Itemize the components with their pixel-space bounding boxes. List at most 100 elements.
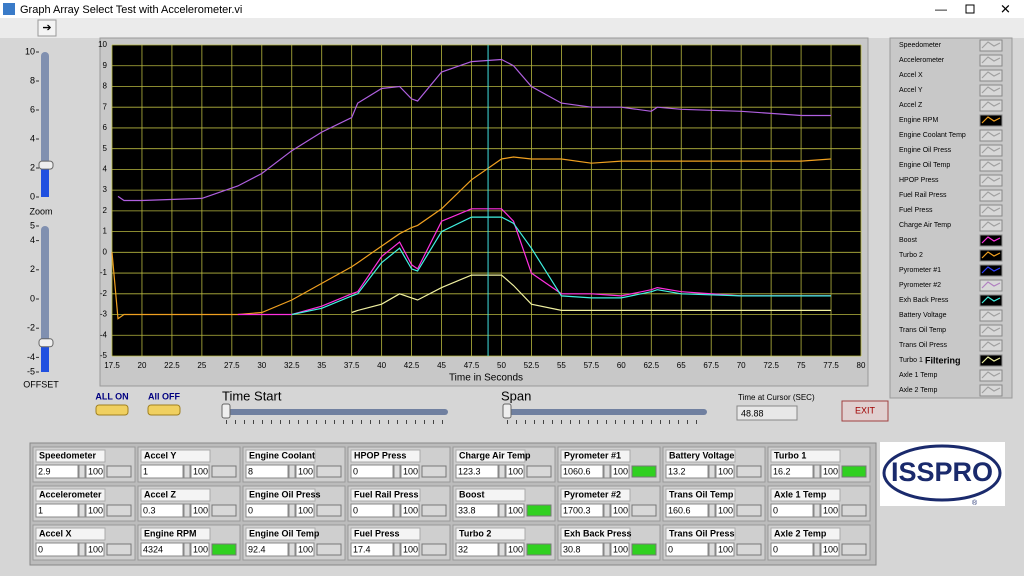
legend-line: [981, 191, 1001, 199]
gauge-spinner[interactable]: [813, 542, 821, 557]
gauge-spinner[interactable]: [603, 464, 611, 479]
gauge-value: 92.4: [248, 544, 266, 554]
gauge-spinner[interactable]: [288, 542, 296, 557]
legend-swatch[interactable]: [979, 339, 1003, 352]
maximize[interactable]: [965, 4, 975, 14]
legend-label: Accel Z: [899, 102, 923, 109]
legend-swatch[interactable]: [979, 234, 1003, 247]
x-tick-label: 67.5: [703, 361, 719, 370]
legend-swatch[interactable]: [979, 309, 1003, 322]
legend-swatch[interactable]: [979, 114, 1003, 127]
legend-swatch[interactable]: [979, 294, 1003, 307]
gauge-limit-box: [400, 503, 420, 518]
gauge-value-box: [350, 464, 394, 479]
gauge-spinner[interactable]: [183, 464, 191, 479]
gauge-spinner[interactable]: [603, 542, 611, 557]
gauge-spinner[interactable]: [708, 542, 716, 557]
x-tick-label: 40: [377, 361, 386, 370]
legend-swatch[interactable]: [979, 324, 1003, 337]
legend-swatch[interactable]: [979, 69, 1003, 82]
legend-swatch[interactable]: [979, 204, 1003, 217]
gauge-spinner[interactable]: [183, 503, 191, 518]
all-on-button[interactable]: [95, 404, 129, 416]
gauge-value-box: [770, 503, 814, 518]
all-off-button[interactable]: [147, 404, 181, 416]
gauge-spinner[interactable]: [498, 464, 506, 479]
series-line: [117, 58, 831, 202]
x-tick-label: 80: [857, 361, 866, 370]
offset-tick-label: 0: [30, 293, 35, 303]
legend-swatch[interactable]: [979, 99, 1003, 112]
gauge-limit: 100: [508, 544, 523, 554]
gauge-limit: 100: [718, 505, 733, 515]
span-thumb[interactable]: [502, 403, 512, 419]
legend-swatch[interactable]: [979, 174, 1003, 187]
legend-swatch[interactable]: [979, 39, 1003, 52]
exit-button[interactable]: [841, 400, 889, 422]
y-tick-label: -4: [100, 330, 108, 339]
gauge-spinner[interactable]: [288, 503, 296, 518]
legend-line: [981, 356, 1001, 364]
gauge-spinner[interactable]: [78, 542, 86, 557]
gauge-value-box: [140, 503, 184, 518]
gauge-spinner[interactable]: [498, 503, 506, 518]
legend-swatch[interactable]: [979, 54, 1003, 67]
legend-swatch[interactable]: [979, 159, 1003, 172]
legend-swatch[interactable]: [979, 219, 1003, 232]
gauge-name: Speedometer: [39, 450, 97, 460]
gauge-value-box: [560, 503, 604, 518]
gauge-spinner[interactable]: [813, 503, 821, 518]
time-start-thumb[interactable]: [221, 403, 231, 419]
legend-swatch[interactable]: [979, 279, 1003, 292]
gauge-value: 8: [248, 466, 253, 476]
gauge-name-box: [140, 488, 211, 502]
gauge-spinner[interactable]: [393, 542, 401, 557]
y-tick-label: -3: [100, 310, 108, 319]
legend-swatch[interactable]: [979, 264, 1003, 277]
cursor-value: 48.88: [741, 408, 764, 418]
legend-swatch[interactable]: [979, 369, 1003, 382]
legend-swatch[interactable]: [979, 354, 1003, 367]
gauge-spinner[interactable]: [708, 464, 716, 479]
legend-label: Axle 1 Temp: [899, 372, 937, 379]
legend-swatch[interactable]: [979, 144, 1003, 157]
gauge-spinner[interactable]: [498, 542, 506, 557]
legend-panel: [889, 37, 1013, 399]
gauge-spinner[interactable]: [603, 503, 611, 518]
gauge-value: 160.6: [668, 505, 691, 515]
legend-swatch[interactable]: [979, 189, 1003, 202]
x-tick-label: 52.5: [524, 361, 540, 370]
gauge-name-box: [350, 488, 421, 502]
gauge-limit-box: [295, 503, 315, 518]
gauge-spinner[interactable]: [708, 503, 716, 518]
offset-thumb[interactable]: [38, 338, 54, 348]
gauge-spinner[interactable]: [813, 464, 821, 479]
x-tick-label: 25: [197, 361, 206, 370]
gauge-spinner[interactable]: [288, 464, 296, 479]
gauge-spinner[interactable]: [393, 503, 401, 518]
gauge-value-box: [35, 503, 79, 518]
gauge-value-box: [350, 542, 394, 557]
gauge-value: 4324: [143, 544, 163, 554]
gauge-limit: 100: [718, 544, 733, 554]
gauge-value-box: [245, 542, 289, 557]
minimize[interactable]: —: [935, 2, 947, 16]
gauge-name-box: [665, 488, 736, 502]
legend-swatch[interactable]: [979, 249, 1003, 262]
x-tick-label: 60: [617, 361, 626, 370]
legend-swatch[interactable]: [979, 84, 1003, 97]
legend-swatch[interactable]: [979, 384, 1003, 397]
gauge-spinner[interactable]: [393, 464, 401, 479]
gauge-spinner[interactable]: [78, 464, 86, 479]
close[interactable]: ✕: [1000, 1, 1011, 16]
gauge-spinner[interactable]: [183, 542, 191, 557]
gauge-value: 0: [353, 505, 358, 515]
gauge-spinner[interactable]: [78, 503, 86, 518]
run-button[interactable]: [37, 19, 57, 37]
legend-swatch[interactable]: [979, 129, 1003, 142]
offset-tick-label: -4: [27, 352, 35, 362]
x-axis-label: Time in Seconds: [449, 373, 523, 384]
gauge-led: [841, 504, 867, 517]
zoom-thumb[interactable]: [38, 160, 54, 170]
